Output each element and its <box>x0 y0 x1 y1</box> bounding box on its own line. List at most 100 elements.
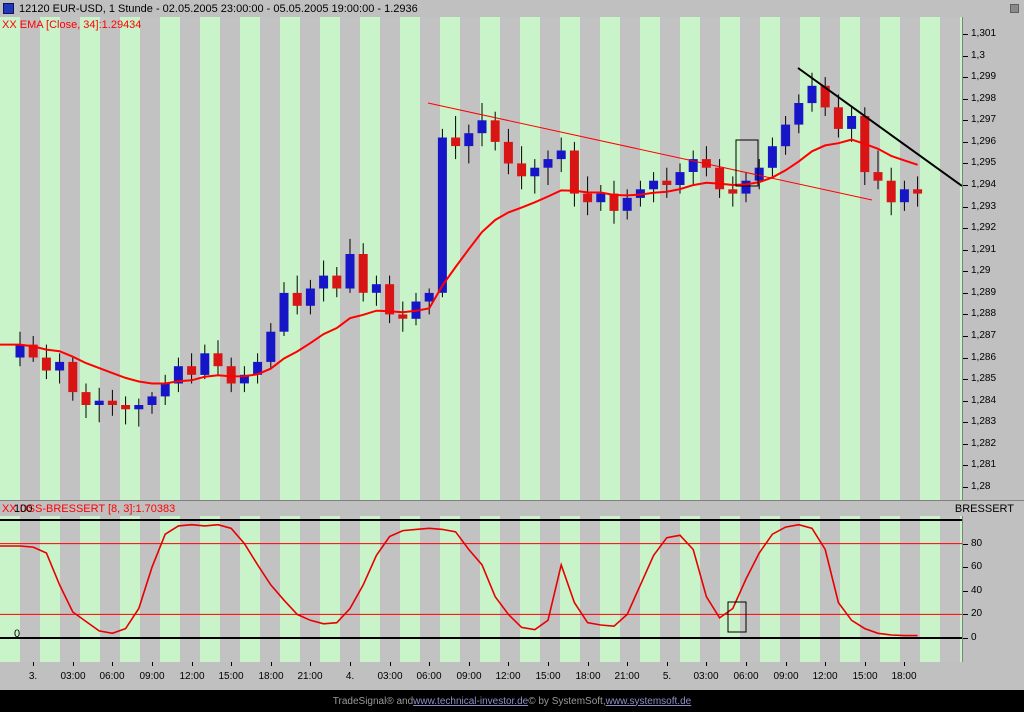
price-axis-tick <box>963 99 968 100</box>
price-axis-tick <box>963 336 968 337</box>
annotation-rect[interactable] <box>735 139 759 187</box>
oscillator-axis-label: 40 <box>971 585 983 596</box>
price-axis-tick <box>963 207 968 208</box>
time-axis-tick <box>627 662 628 666</box>
oscillator-axis-tick <box>963 614 968 615</box>
ema-line[interactable] <box>0 138 918 385</box>
price-chart-svg <box>0 67 962 427</box>
ema-indicator-label[interactable]: XX EMA [Close, 34]:1.29434 <box>2 19 142 31</box>
status-link-technical-investor[interactable]: www.technical-investor.de <box>413 695 529 707</box>
status-bar: TradeSignal® and www.technical-investor.… <box>0 690 1024 712</box>
candle-body <box>55 361 65 371</box>
price-axis-tick <box>963 487 968 488</box>
price-axis-tick <box>963 401 968 402</box>
candle-body <box>437 137 447 293</box>
price-axis-label: 1,286 <box>971 352 997 363</box>
candle-body <box>728 189 738 194</box>
candle-body <box>107 400 117 405</box>
oscillator-axis-label: 20 <box>971 608 983 619</box>
candle-body <box>569 150 579 194</box>
candle-body <box>503 141 513 164</box>
price-axis-tick <box>963 185 968 186</box>
candle-body <box>134 405 144 410</box>
price-axis-label: 1,288 <box>971 308 997 319</box>
time-axis-label: 15:00 <box>535 671 561 682</box>
oscillator-axis-label: 60 <box>971 561 983 572</box>
annotation-rect[interactable] <box>727 601 747 633</box>
candle-body <box>305 288 315 306</box>
candle-body <box>715 167 725 190</box>
candle-body <box>213 353 223 367</box>
time-axis-tick <box>469 662 470 666</box>
status-link-systemsoft[interactable]: www.systemsoft.de <box>605 695 692 707</box>
price-axis-tick <box>963 271 968 272</box>
candle-body <box>609 193 619 211</box>
candle-body <box>173 366 183 384</box>
price-axis[interactable]: 1,301 1,3 1,299 1,298 1,297 1,296 1,295 1,294 1,… <box>962 17 1024 500</box>
window-grip-icon <box>1010 4 1019 13</box>
time-axis[interactable]: 3. 03:00 06:00 09:00 12:00 15:00 18:00 21:00 4. 0… <box>0 662 1024 690</box>
candle-body <box>371 284 381 293</box>
oscillator-indicator-label[interactable]: XX DSS-BRESSERT [8, 3]:1.70383 <box>2 503 176 515</box>
oscillator-axis-tick <box>963 591 968 592</box>
candle-body <box>490 120 500 142</box>
time-axis-tick <box>904 662 905 666</box>
trendline[interactable] <box>797 67 962 187</box>
price-axis-label: 1,283 <box>971 416 997 427</box>
price-axis-tick <box>963 228 968 229</box>
price-axis-label: 1,281 <box>971 459 997 470</box>
time-axis-tick <box>865 662 866 666</box>
price-axis-tick <box>963 120 968 121</box>
time-axis-tick <box>350 662 351 666</box>
window-title: 12120 EUR-USD, 1 Stunde - 02.05.2005 23:… <box>19 2 418 15</box>
time-axis-tick <box>746 662 747 666</box>
time-axis-tick <box>786 662 787 666</box>
time-axis-tick <box>112 662 113 666</box>
price-axis-tick <box>963 34 968 35</box>
time-axis-label: 4. <box>345 671 355 682</box>
candle-body <box>121 405 131 410</box>
time-axis-label: 15:00 <box>218 671 244 682</box>
candle-body <box>754 167 764 181</box>
oscillator-min-label: 0 <box>14 628 21 640</box>
candle-body <box>292 292 302 306</box>
oscillator-max-label: 100 <box>14 503 33 515</box>
candle-body <box>424 292 434 302</box>
oscillator-axis-tick <box>963 567 968 568</box>
time-axis-tick <box>152 662 153 666</box>
candle-body <box>239 374 249 384</box>
candle-body <box>451 137 461 147</box>
time-axis-tick <box>548 662 549 666</box>
oscillator-axis[interactable]: 80 60 40 20 0 <box>962 516 1024 662</box>
time-axis-label: 09:00 <box>773 671 799 682</box>
time-axis-tick <box>310 662 311 666</box>
time-axis-label: 09:00 <box>139 671 165 682</box>
candle-body <box>913 189 923 194</box>
time-axis-label: 06:00 <box>733 671 759 682</box>
oscillator-axis-tick <box>963 544 968 545</box>
oscillator-line[interactable] <box>0 523 918 637</box>
price-axis-label: 1,297 <box>971 114 997 125</box>
time-axis-label: 09:00 <box>456 671 482 682</box>
trendline[interactable] <box>427 102 873 201</box>
status-text: TradeSignal® and <box>332 695 414 707</box>
candle-body <box>68 361 78 393</box>
oscillator-panel[interactable] <box>0 516 962 662</box>
price-axis-tick <box>963 250 968 251</box>
time-axis-tick <box>73 662 74 666</box>
time-axis-label: 03:00 <box>693 671 719 682</box>
candle-body <box>583 193 593 203</box>
candle-body <box>767 146 777 168</box>
time-axis-label: 21:00 <box>614 671 640 682</box>
time-axis-tick <box>390 662 391 666</box>
price-chart-panel[interactable]: XX EMA [Close, 34]:1.29434 <box>0 17 962 500</box>
candle-body <box>464 133 474 147</box>
time-axis-label: 21:00 <box>297 671 323 682</box>
price-axis-label: 1,298 <box>971 93 997 104</box>
candle-body <box>253 361 263 375</box>
candle-body <box>332 275 342 289</box>
candle-body <box>385 284 395 315</box>
candle-body <box>398 314 408 319</box>
price-axis-label: 1,292 <box>971 222 997 233</box>
